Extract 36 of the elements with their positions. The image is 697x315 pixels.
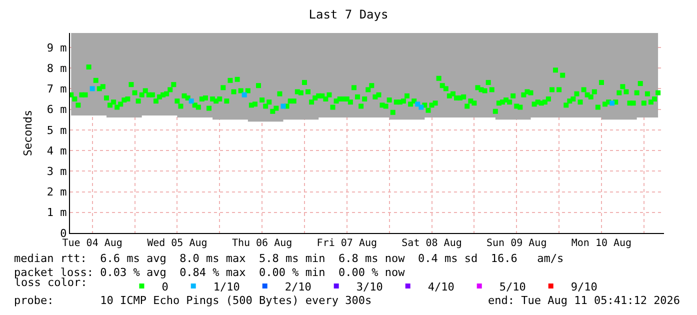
legend-label: 3/10 [356,280,383,294]
text: probe: 10 ICMP Echo Pings (500 Bytes) every 300s [14,294,372,307]
legend-label: 4/10 [428,280,454,294]
x-tick-label: Thu 06 Aug [232,238,292,249]
point [280,104,286,109]
y-tick-label: 4 m [46,144,68,158]
legend-label: 1/10 [213,280,240,294]
y-tick-label: 1 m [46,206,68,220]
y-axis-title: Seconds [22,110,35,156]
x-tick-label: Wed 05 Aug [147,238,208,249]
y-tick-label: 7 m [46,82,68,96]
y-tick-label: 0 [60,226,67,240]
x-tick-label: Fri 07 Aug [316,238,378,249]
text: median rtt: 6.6 ms avg 8.0 ms max 5.8 ms min 6.8 ms now 0.4 ms sd 16.6 am/s [14,252,564,265]
y-tick-label: 8 m [46,62,68,75]
legend-label: 9/10 [570,280,598,294]
text: end: Tue Aug 11 05:41:12 2026 [488,294,680,307]
y-tick-label: 2 m [46,186,68,199]
x-tick-label: Sat 08 Aug [402,238,462,249]
y-tick-label: 9 m [46,41,68,54]
point [242,92,247,98]
y-tick-label: 3 m [46,164,68,178]
x-tick-label: Tue 04 Aug [62,238,122,249]
point [610,100,615,106]
point [188,98,194,104]
point [418,104,424,110]
x-tick-label: Mon 10 Aug [571,238,632,249]
x-tick-label: Sun 09 Aug [486,238,547,249]
text: packet loss: 0.03 % avg 0.84 % max 0.00 % min 0.00 % now [14,266,406,279]
legend-label: 2/10 [284,280,312,294]
point [90,86,95,92]
legend-label: 0 [162,280,168,294]
chart-title: Last 7 Days [308,7,388,22]
y-tick-label: 6 m [46,103,68,116]
legend-label: 5/10 [499,280,526,294]
y-tick-label: 5 m [46,124,68,137]
